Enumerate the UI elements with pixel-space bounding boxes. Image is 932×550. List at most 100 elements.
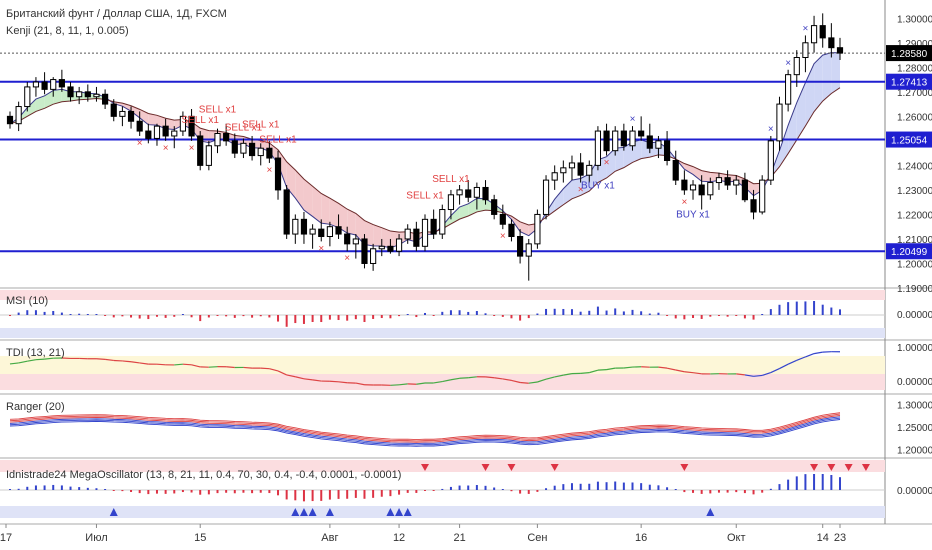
candle[interactable] bbox=[292, 218, 299, 235]
candle[interactable] bbox=[793, 56, 800, 76]
candle[interactable] bbox=[802, 42, 809, 58]
candle[interactable] bbox=[534, 213, 541, 245]
candle[interactable] bbox=[681, 179, 688, 191]
candle[interactable] bbox=[759, 179, 766, 213]
candle[interactable] bbox=[776, 103, 783, 142]
candle[interactable] bbox=[491, 199, 498, 215]
candle[interactable] bbox=[266, 147, 273, 159]
candle[interactable] bbox=[188, 115, 195, 137]
candle[interactable] bbox=[344, 233, 351, 245]
candle[interactable] bbox=[58, 79, 65, 88]
candle[interactable] bbox=[214, 133, 221, 147]
candle[interactable] bbox=[439, 209, 446, 235]
candle[interactable] bbox=[828, 37, 835, 49]
candle[interactable] bbox=[421, 218, 429, 247]
candle[interactable] bbox=[724, 177, 731, 186]
candle[interactable] bbox=[15, 106, 22, 125]
candle[interactable] bbox=[447, 194, 455, 211]
candle[interactable] bbox=[750, 199, 757, 213]
candle[interactable] bbox=[127, 110, 135, 122]
candle[interactable] bbox=[197, 135, 204, 166]
candle[interactable] bbox=[733, 179, 740, 186]
candle[interactable] bbox=[318, 228, 325, 238]
candle[interactable] bbox=[84, 91, 91, 98]
candle[interactable] bbox=[24, 86, 31, 108]
candle[interactable] bbox=[361, 238, 368, 264]
candle[interactable] bbox=[378, 245, 385, 250]
candle[interactable] bbox=[370, 248, 377, 264]
candle[interactable] bbox=[689, 184, 697, 191]
candle[interactable] bbox=[577, 162, 584, 176]
candle[interactable] bbox=[136, 120, 143, 132]
candle[interactable] bbox=[810, 25, 818, 44]
candle[interactable] bbox=[560, 167, 567, 174]
candle[interactable] bbox=[326, 226, 333, 238]
candle[interactable] bbox=[50, 79, 57, 90]
candle[interactable] bbox=[231, 140, 238, 154]
candle[interactable] bbox=[274, 157, 282, 191]
candle[interactable] bbox=[785, 74, 792, 105]
candle[interactable] bbox=[67, 86, 74, 98]
candle[interactable] bbox=[32, 81, 40, 88]
candle[interactable] bbox=[612, 130, 619, 152]
candle[interactable] bbox=[223, 133, 230, 142]
candle[interactable] bbox=[335, 226, 342, 235]
candle[interactable] bbox=[76, 91, 83, 98]
candle[interactable] bbox=[283, 189, 290, 235]
candle[interactable] bbox=[153, 125, 161, 139]
candle[interactable] bbox=[646, 135, 653, 149]
candle[interactable] bbox=[162, 125, 169, 137]
candle[interactable] bbox=[603, 130, 610, 152]
candle[interactable] bbox=[499, 213, 506, 225]
mega-title: Idnistrade24 MegaOscillator (13, 8, 21, … bbox=[6, 469, 401, 481]
candle[interactable] bbox=[525, 243, 532, 257]
candle[interactable] bbox=[6, 115, 14, 125]
candle[interactable] bbox=[663, 140, 671, 161]
candle[interactable] bbox=[698, 184, 705, 196]
candle[interactable] bbox=[836, 47, 844, 54]
candle[interactable] bbox=[620, 130, 627, 147]
candle[interactable] bbox=[387, 245, 394, 252]
candle[interactable] bbox=[179, 115, 187, 132]
candle[interactable] bbox=[508, 223, 515, 238]
candle[interactable] bbox=[551, 172, 558, 181]
candle[interactable] bbox=[352, 238, 359, 245]
candle[interactable] bbox=[240, 142, 247, 154]
candle[interactable] bbox=[629, 130, 636, 147]
candle[interactable] bbox=[102, 93, 109, 105]
candle[interactable] bbox=[465, 189, 472, 198]
candle[interactable] bbox=[205, 145, 212, 166]
price-tick-label: 1.21000 bbox=[897, 235, 932, 246]
candle[interactable] bbox=[707, 182, 714, 196]
candle[interactable] bbox=[257, 147, 264, 157]
candle[interactable] bbox=[171, 130, 178, 137]
candle[interactable] bbox=[542, 179, 550, 215]
candle[interactable] bbox=[594, 130, 602, 166]
candle[interactable] bbox=[767, 140, 774, 181]
candle[interactable] bbox=[145, 130, 152, 139]
candle[interactable] bbox=[672, 159, 679, 181]
candle[interactable] bbox=[517, 236, 524, 257]
candle[interactable] bbox=[395, 238, 403, 252]
candle[interactable] bbox=[110, 103, 117, 117]
candle[interactable] bbox=[248, 142, 256, 157]
candle[interactable] bbox=[586, 164, 593, 176]
candle[interactable] bbox=[430, 218, 437, 235]
candle[interactable] bbox=[819, 25, 826, 39]
candle[interactable] bbox=[93, 93, 100, 98]
candle[interactable] bbox=[655, 140, 662, 149]
candle[interactable] bbox=[715, 177, 723, 184]
candle[interactable] bbox=[404, 228, 411, 240]
candle[interactable] bbox=[568, 162, 576, 169]
candle[interactable] bbox=[300, 218, 308, 235]
candle[interactable] bbox=[473, 186, 480, 198]
candle[interactable] bbox=[41, 81, 48, 90]
candle[interactable] bbox=[638, 130, 645, 137]
candle[interactable] bbox=[413, 228, 420, 247]
candle[interactable] bbox=[741, 179, 748, 201]
candle[interactable] bbox=[456, 189, 463, 196]
candle[interactable] bbox=[119, 110, 126, 117]
candle[interactable] bbox=[482, 186, 489, 201]
candle[interactable] bbox=[309, 228, 316, 235]
